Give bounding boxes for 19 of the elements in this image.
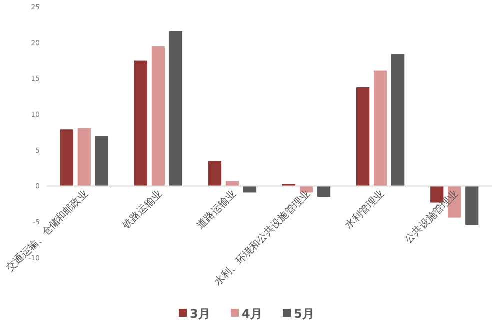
x-tick-label: 道路运输业 [194, 188, 239, 232]
bar [356, 87, 370, 186]
x-tick-label: 公共设施管理业 [402, 188, 461, 246]
bar [60, 130, 74, 186]
bar [317, 186, 331, 198]
x-tick-label: 水利管理业 [342, 188, 387, 232]
legend-label: 5月 [294, 307, 314, 322]
legend-label: 3月 [190, 307, 210, 322]
x-tick-label: 铁路运输业 [120, 188, 165, 232]
bar [169, 31, 182, 186]
bar [95, 136, 108, 186]
legend-label: 4月 [242, 307, 262, 322]
bar [208, 161, 222, 186]
bar [78, 128, 91, 186]
bar [152, 46, 165, 186]
bar [392, 54, 405, 186]
bar [134, 60, 148, 186]
bar [374, 70, 388, 186]
bar [466, 186, 479, 226]
